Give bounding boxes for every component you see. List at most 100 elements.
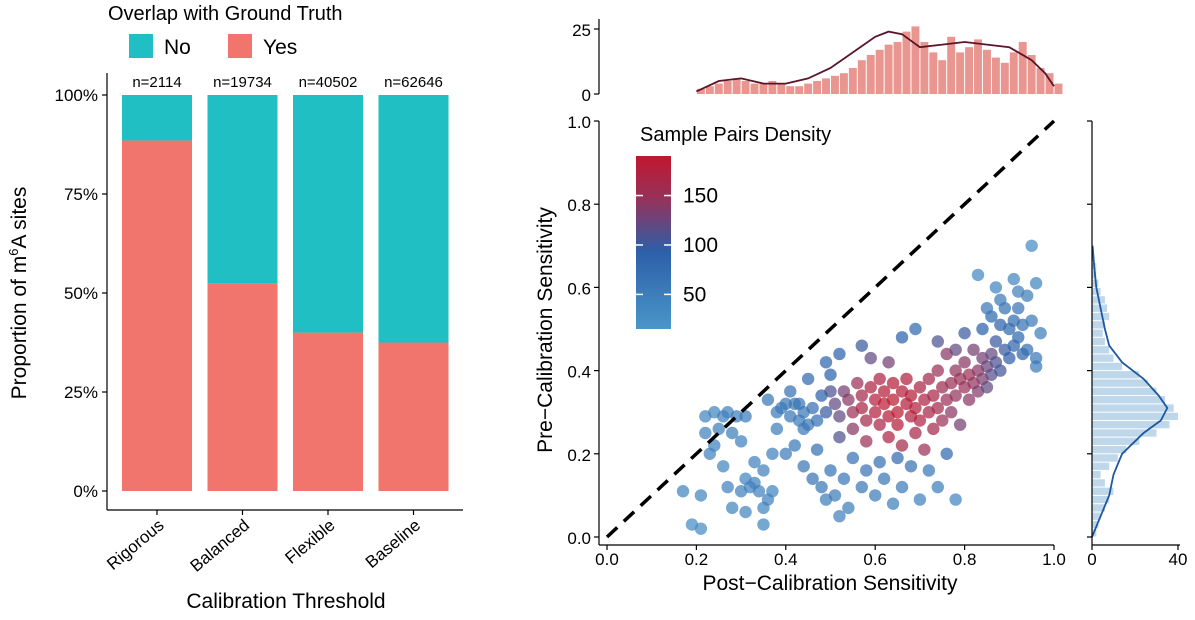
- scatter-point: [717, 460, 730, 473]
- top-histogram-bar: [965, 47, 974, 94]
- bar-y-tick-label: 0%: [73, 482, 98, 501]
- top-histogram-bar: [929, 52, 938, 94]
- top-histogram-bar: [893, 42, 902, 94]
- scatter-point: [1007, 272, 1020, 286]
- bar-y-axis-title-suffix: A sites: [8, 187, 31, 249]
- top-histogram-bar: [795, 86, 804, 94]
- legend: No Yes: [129, 34, 297, 59]
- right-marginal-histogram: 0 40: [1087, 120, 1188, 569]
- scatter-point: [770, 422, 784, 436]
- bar-y-axis-title: Proportion of m6A sites: [6, 187, 31, 400]
- right-histogram-bar: [1092, 504, 1105, 512]
- scatter-point: [752, 485, 766, 498]
- bar-yes-balanced: [207, 283, 278, 491]
- bar-y-tick-label: 75%: [64, 185, 98, 204]
- right-histogram-bar: [1092, 421, 1170, 429]
- top-histogram-bar: [848, 68, 857, 94]
- top-density-curve: [696, 30, 1055, 93]
- scatter-point: [949, 389, 962, 402]
- top-histogram-bar: [1054, 83, 1063, 94]
- scatter-point: [833, 510, 846, 523]
- top-histogram-bar: [839, 73, 848, 94]
- scatter-point: [904, 460, 918, 473]
- bar-count-label: n=40502: [299, 74, 358, 91]
- scatter-point: [1029, 277, 1043, 290]
- scatter-point: [842, 393, 855, 406]
- scatter-point: [739, 505, 752, 519]
- colorbar-tick-label: 100: [683, 234, 718, 257]
- right-hist-tick-label: 0: [1087, 550, 1096, 569]
- scatter-point: [842, 501, 855, 515]
- scatter-point: [913, 493, 927, 506]
- top-histogram-bar: [911, 26, 920, 94]
- bar-y-tick-label: 25%: [64, 383, 98, 402]
- bar-no-balanced: [207, 95, 278, 284]
- right-histogram-bar: [1092, 487, 1114, 495]
- right-histogram-bar: [1092, 404, 1174, 412]
- scatter-point: [855, 389, 868, 402]
- top-histogram-bar: [741, 81, 750, 94]
- scatter-point: [694, 489, 708, 502]
- scatter-point: [891, 418, 904, 431]
- scatter-point: [895, 439, 909, 452]
- top-histogram-bar: [956, 52, 965, 94]
- top-histogram-bar: [777, 83, 786, 94]
- bar-x-tick-label: Flexible: [281, 516, 338, 568]
- right-hist-tick-label: 40: [1169, 550, 1188, 569]
- scatter-point: [779, 397, 792, 411]
- scatter-axes: 0.0 0.2 0.4 0.6 0.8 1.0 0.0 0.2 0.4 0.6 0.8 1.0: [567, 113, 1065, 569]
- top-histogram-bar: [759, 83, 768, 94]
- scatter-point: [757, 518, 770, 531]
- scatter-point: [739, 410, 752, 423]
- scatter-y-tick-label: 1.0: [567, 113, 591, 132]
- right-histogram-bar: [1092, 412, 1178, 421]
- right-histogram-bar: [1092, 445, 1127, 454]
- top-hist-tick-label: 0: [582, 86, 591, 105]
- scatter-point: [922, 464, 936, 477]
- scatter-point: [980, 381, 994, 394]
- right-histogram-bar: [1092, 437, 1140, 445]
- scatter-point: [949, 343, 962, 356]
- legend-label-no: No: [164, 36, 191, 59]
- scatter-point: [1012, 302, 1025, 315]
- top-histogram-bar: [1009, 52, 1018, 94]
- scatter-point: [886, 497, 900, 510]
- top-histogram-bar: [813, 81, 822, 94]
- scatter-y-tick-label: 0.6: [567, 279, 591, 298]
- scatter-point: [873, 372, 886, 386]
- right-histogram-bar: [1092, 462, 1110, 470]
- scatter-point: [757, 464, 770, 477]
- scatter-point: [886, 376, 900, 390]
- top-histogram-bar: [822, 78, 830, 94]
- top-histogram-bar: [974, 39, 982, 94]
- scatter-point: [824, 368, 837, 381]
- scatter-point: [806, 401, 819, 415]
- scatter-point: [891, 451, 904, 465]
- scatter-point: [819, 356, 833, 369]
- scatter-point: [909, 322, 922, 336]
- bar-x-tick-label: Balanced: [187, 516, 254, 576]
- right-histogram-bar: [1092, 329, 1103, 337]
- bar-no-flexible: [293, 95, 363, 333]
- legend-title: Overlap with Ground Truth: [108, 3, 343, 25]
- top-histogram-bar: [786, 86, 795, 94]
- right-histogram-bar: [1092, 454, 1118, 462]
- scatter-point: [676, 485, 690, 498]
- right-histogram-bar: [1092, 470, 1101, 479]
- top-histogram-bar: [768, 81, 777, 94]
- right-histogram-bar: [1092, 312, 1110, 321]
- scatter-point: [909, 401, 922, 415]
- bar-yes-rigorous: [122, 140, 192, 492]
- scatter-point: [958, 326, 971, 340]
- scatter-y-tick-label: 0.4: [567, 363, 591, 382]
- right-histogram-bar: [1092, 429, 1157, 437]
- scatter-point: [837, 472, 851, 485]
- identity-reference-line: [605, 119, 1056, 539]
- scatter-point: [824, 464, 837, 477]
- bar-marks: n=2114 n=19734 n=40502 n=62646: [122, 74, 449, 492]
- bar-y-tick-label: 100%: [55, 86, 98, 105]
- scatter-point: [846, 422, 860, 436]
- scatter-point: [860, 464, 873, 477]
- scatter-point: [855, 480, 868, 494]
- right-histogram-bar: [1092, 512, 1101, 520]
